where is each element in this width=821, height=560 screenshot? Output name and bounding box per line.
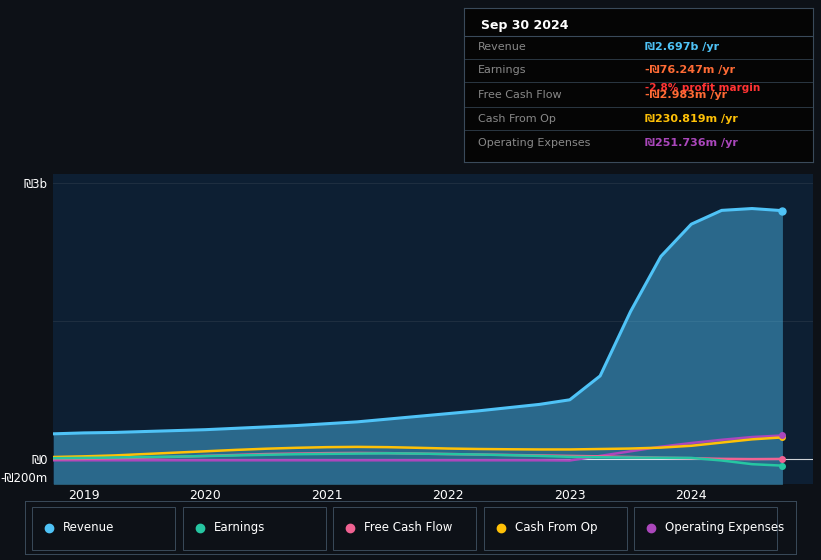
Text: Earnings: Earnings <box>478 64 526 74</box>
Text: ₪251.736m /yr: ₪251.736m /yr <box>645 138 738 148</box>
Text: Free Cash Flow: Free Cash Flow <box>365 521 452 534</box>
Text: -₪76.247m /yr: -₪76.247m /yr <box>645 64 736 74</box>
Text: Revenue: Revenue <box>478 43 526 52</box>
Text: Operating Expenses: Operating Expenses <box>665 521 784 534</box>
Text: Earnings: Earnings <box>213 521 265 534</box>
Text: Cash From Op: Cash From Op <box>515 521 597 534</box>
Text: ₪2.697b /yr: ₪2.697b /yr <box>645 43 719 52</box>
Text: Sep 30 2024: Sep 30 2024 <box>481 19 569 32</box>
Text: ₪230.819m /yr: ₪230.819m /yr <box>645 114 738 124</box>
Text: Revenue: Revenue <box>63 521 115 534</box>
Text: Free Cash Flow: Free Cash Flow <box>478 90 562 100</box>
Text: Cash From Op: Cash From Op <box>478 114 556 124</box>
Text: -₪2.983m /yr: -₪2.983m /yr <box>645 90 727 100</box>
Text: Operating Expenses: Operating Expenses <box>478 138 590 148</box>
Text: -2.8% profit margin: -2.8% profit margin <box>645 83 760 93</box>
